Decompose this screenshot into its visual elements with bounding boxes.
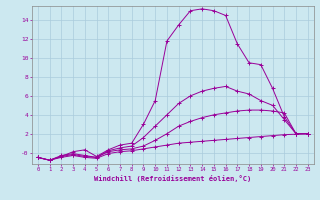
X-axis label: Windchill (Refroidissement éolien,°C): Windchill (Refroidissement éolien,°C): [94, 175, 252, 182]
